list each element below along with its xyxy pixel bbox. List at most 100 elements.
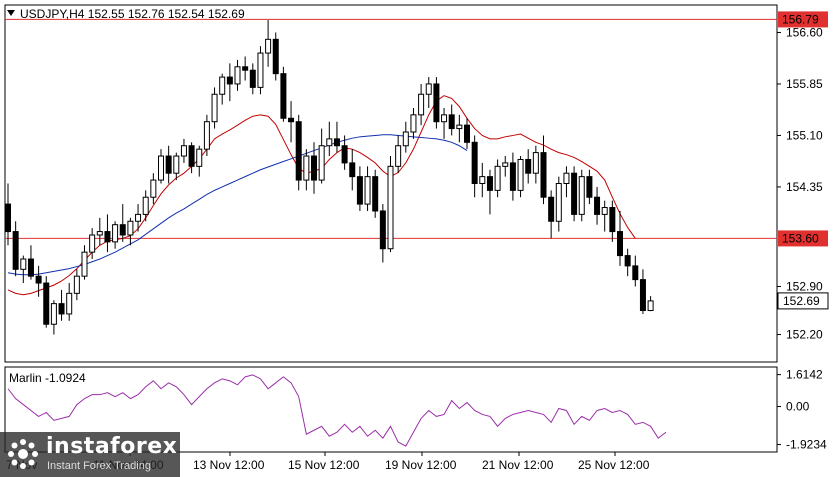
candle	[356, 166, 363, 211]
time-tick-label: 13 Nov 12:00	[193, 458, 265, 472]
candle	[571, 166, 578, 222]
time-tick-label: 25 Nov 12:00	[578, 458, 650, 472]
candle-body	[586, 176, 593, 198]
candle-body	[318, 145, 325, 181]
candle	[464, 118, 470, 150]
candle	[303, 149, 310, 191]
candle	[387, 156, 394, 253]
candle	[594, 186, 601, 225]
time-tick-label: 19 Nov 12:00	[385, 458, 457, 472]
candle	[43, 276, 50, 328]
candle	[486, 169, 493, 215]
candle	[89, 228, 96, 260]
candle-body	[540, 152, 547, 198]
candle	[349, 149, 356, 191]
candle-body	[571, 172, 578, 215]
candle-body	[242, 66, 249, 71]
candle	[173, 152, 180, 181]
candle-body	[624, 255, 631, 267]
candle	[639, 269, 646, 314]
candle-body	[295, 121, 302, 181]
candle	[50, 300, 57, 335]
candle-body	[257, 52, 264, 88]
candle	[402, 121, 409, 153]
candle	[257, 46, 264, 95]
candle-body	[433, 83, 440, 123]
candle	[647, 296, 654, 312]
candle	[73, 269, 80, 301]
candle-body	[326, 138, 333, 147]
candle-body	[364, 176, 371, 205]
candle-body	[27, 258, 34, 277]
candle-body	[525, 158, 532, 174]
candle	[234, 59, 241, 91]
candle-body	[303, 155, 310, 181]
candle-body	[165, 155, 172, 174]
candle-body	[502, 162, 509, 167]
current-price-label: 152.69	[783, 294, 820, 308]
candle-body	[196, 148, 203, 167]
watermark-tagline: Instant Forex Trading	[47, 460, 151, 472]
candle	[456, 114, 463, 143]
indicator-tick-label: 1.6142	[786, 368, 823, 382]
level-price-tag	[778, 11, 828, 28]
candle-body	[158, 155, 164, 181]
candle-body	[601, 207, 608, 215]
candle-body	[594, 196, 601, 215]
candle-body	[50, 303, 57, 325]
candle-body	[288, 117, 295, 123]
candle-body	[486, 176, 493, 191]
candle	[532, 145, 539, 184]
candle-body	[73, 275, 80, 294]
candle	[372, 169, 379, 218]
candle	[127, 217, 134, 246]
candle	[494, 159, 501, 198]
candle	[249, 63, 256, 95]
candle-body	[617, 231, 623, 257]
candle-body	[5, 203, 11, 233]
candle-body	[509, 162, 516, 191]
candle-body	[647, 300, 654, 312]
candle-body	[632, 265, 639, 281]
candle	[203, 114, 210, 157]
candle-body	[226, 76, 233, 85]
candle	[341, 135, 348, 170]
candle	[81, 245, 88, 280]
candle-body	[548, 196, 555, 222]
candle	[326, 121, 333, 157]
candle-body	[211, 93, 218, 123]
candle-body	[66, 292, 73, 315]
candle	[586, 169, 593, 205]
candle	[280, 66, 287, 122]
candle	[509, 152, 516, 201]
price-tick-label: 155.85	[786, 77, 823, 91]
candle	[471, 135, 478, 198]
candle	[272, 32, 279, 81]
candle	[58, 289, 65, 321]
candle	[364, 166, 371, 211]
watermark: instaforex Instant Forex Trading	[0, 432, 180, 477]
candle-body	[464, 124, 470, 143]
candle-body	[333, 138, 340, 147]
candle	[318, 128, 325, 184]
candle	[35, 265, 42, 297]
price-tick-label: 152.90	[786, 279, 823, 293]
candle	[188, 142, 195, 174]
candle-body	[81, 251, 88, 277]
candle	[66, 283, 73, 321]
candle	[27, 245, 34, 280]
price-tick-label: 155.10	[786, 128, 823, 142]
candle-body	[532, 152, 539, 174]
candle	[632, 255, 639, 287]
candle	[601, 200, 608, 232]
candle-body	[249, 69, 256, 88]
flower-logo-icon	[8, 439, 38, 469]
candle-body	[387, 165, 394, 250]
candle	[165, 145, 172, 184]
candle	[609, 200, 616, 242]
candle-body	[219, 76, 226, 95]
candle	[379, 204, 386, 263]
level-price-tag	[778, 230, 828, 247]
candle	[448, 104, 455, 136]
candle-body	[180, 145, 187, 157]
